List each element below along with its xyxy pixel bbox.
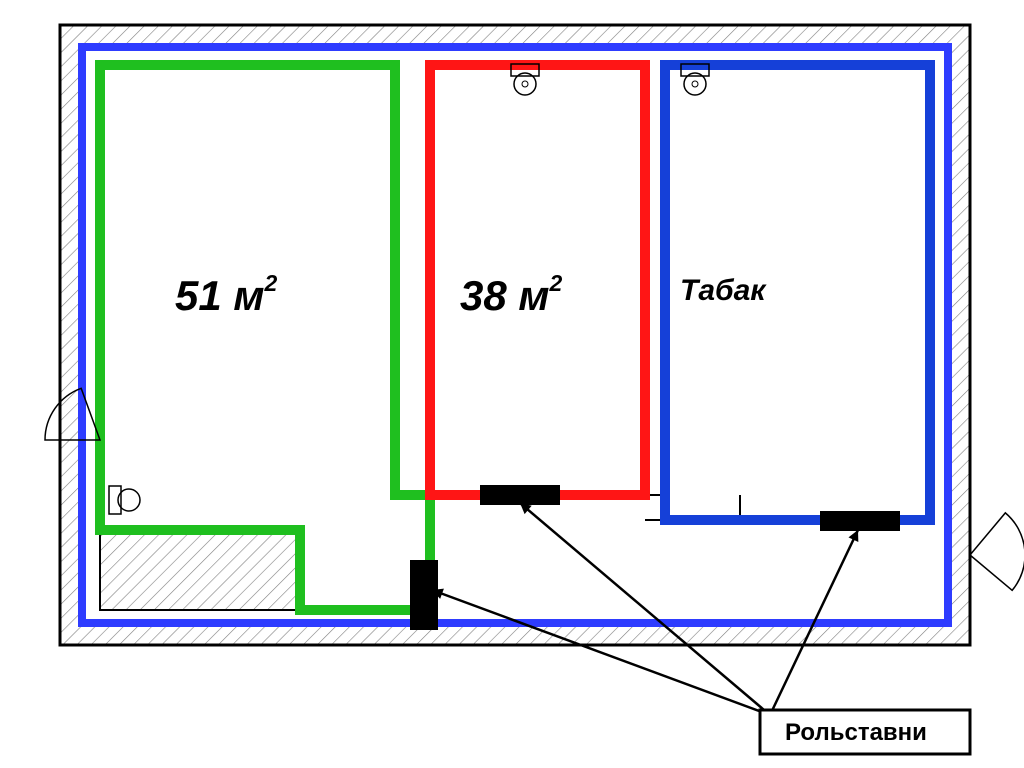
room-51-outline	[100, 65, 430, 610]
room-38-label: 38 м2	[460, 270, 562, 319]
callout-arrow-2	[432, 590, 770, 715]
legend-label: Рольставни	[785, 719, 927, 746]
room-51-label: 51 м2	[175, 270, 277, 319]
hatched-utility-area	[100, 530, 300, 610]
callout-arrow-1	[520, 503, 770, 715]
room-tabak-label: Табак	[680, 274, 767, 307]
roller-shutter-1	[480, 485, 560, 505]
roller-shutter-2	[410, 560, 438, 630]
roller-shutter-3	[820, 511, 900, 531]
door-swing-2	[970, 513, 1024, 590]
